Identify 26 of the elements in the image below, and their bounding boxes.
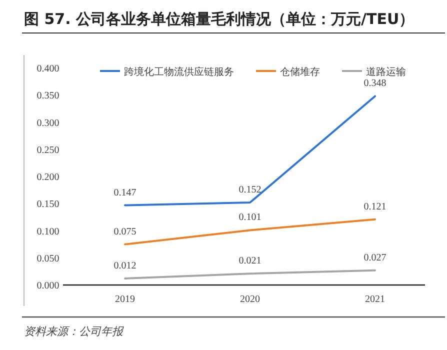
data-label: 0.101 (238, 212, 262, 224)
x-tick-label: 2019 (115, 294, 135, 305)
y-tick-label: 0.300 (36, 118, 60, 129)
legend-label: 道路运输 (366, 66, 406, 78)
y-tick-label: 0.200 (36, 172, 60, 183)
y-tick-label: 0.000 (36, 280, 60, 292)
y-tick-label: 0.400 (36, 64, 60, 74)
text: 资料来源：公司年报 (24, 325, 124, 338)
y-tick-label: 0.050 (36, 253, 60, 264)
data-label: 0.152 (238, 184, 262, 196)
data-label: 0.012 (114, 260, 136, 272)
data-label: 0.348 (364, 78, 386, 90)
x-tick-label: 2021 (365, 294, 385, 305)
chart-title: 图 57. 公司各业务单位箱量毛利情况（单位：万元/TEU） (24, 10, 414, 28)
data-label: 0.147 (114, 187, 136, 198)
y-tick-label: 0.250 (36, 144, 60, 156)
data-label: 0.021 (238, 256, 262, 267)
data-label: 0.027 (364, 252, 386, 264)
y-tick-label: 0.150 (36, 199, 60, 210)
data-label: 0.121 (364, 201, 386, 212)
y-tick-label: 0.100 (36, 226, 60, 238)
legend-label: 跨境化工物流供应链服务 (124, 66, 234, 78)
x-tick-label: 2020 (240, 294, 260, 305)
data-label: 0.075 (114, 226, 136, 238)
legend-label: 仓储堆存 (280, 66, 320, 78)
y-tick-label: 0.350 (36, 90, 60, 102)
